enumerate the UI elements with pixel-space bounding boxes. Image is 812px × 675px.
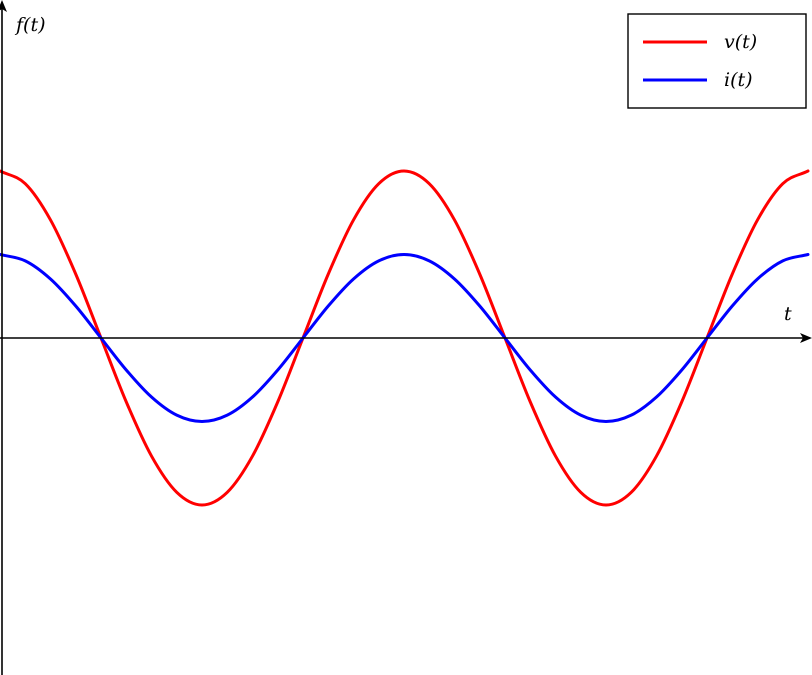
series-group bbox=[0, 169, 810, 507]
legend-box bbox=[627, 13, 807, 109]
y-axis-label: f(t) bbox=[14, 14, 46, 36]
legend: v(t) i(t) bbox=[627, 13, 807, 109]
x-axis-label: t bbox=[784, 303, 792, 325]
legend-label-v: v(t) bbox=[724, 31, 757, 53]
y-axis-arrow-icon bbox=[0, 0, 7, 12]
x-axis-arrow-icon bbox=[800, 333, 812, 343]
series-line-i bbox=[0, 253, 810, 423]
series-line-v bbox=[0, 169, 810, 507]
legend-label-i: i(t) bbox=[724, 69, 753, 91]
